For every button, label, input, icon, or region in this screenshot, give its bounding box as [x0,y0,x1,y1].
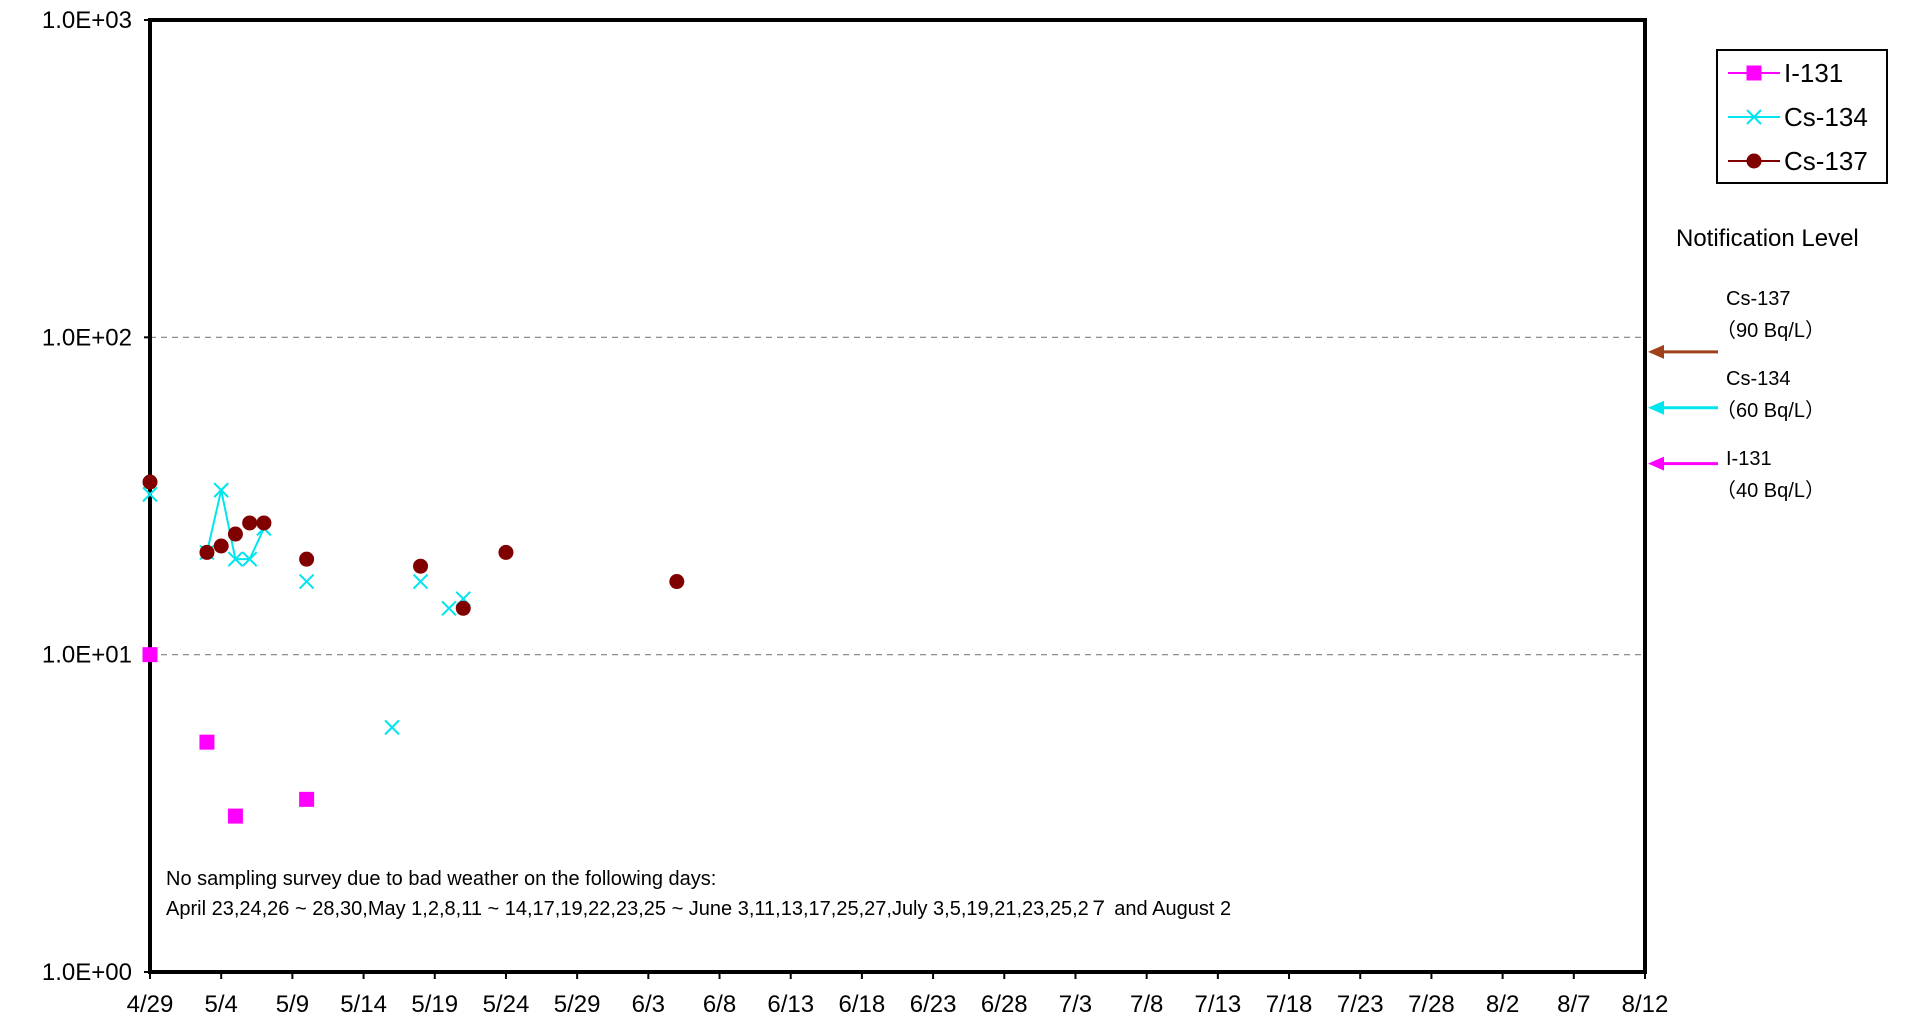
notification-arrowhead [1648,400,1664,415]
data-point-i-131 [227,808,243,824]
notification-value: （90 Bq/L） [1716,319,1825,342]
y-tick-label: 1.0E+00 [42,959,132,986]
series-cs-137 [142,474,685,616]
series-layer [142,474,685,824]
data-point-cs-134 [384,719,400,736]
data-point-cs-137 [227,526,243,542]
x-tick-label: 7/28 [1408,991,1455,1018]
legend-label-cs-134: Cs-134 [1784,102,1868,132]
x-tick-label: 5/4 [205,991,238,1018]
data-point-cs-137 [498,544,514,560]
notification-name: Cs-137 [1726,288,1790,310]
data-point-cs-134 [441,600,457,617]
notification-value: （60 Bq/L） [1716,399,1825,422]
x-tick-label: 6/13 [767,991,814,1018]
notification-name: I-131 [1726,448,1772,470]
notification-level-cs-134: Cs-134 （60 Bq/L） [1648,368,1825,422]
x-tick-label: 6/8 [703,991,736,1018]
note-line-1: No sampling survey due to bad weather on… [166,868,716,890]
x-tick-label: 7/23 [1337,991,1384,1018]
legend-marker-cs-134 [1746,109,1762,125]
notification-level-cs-137: Cs-137 （90 Bq/L） [1648,288,1825,359]
y-tick-label: 1.0E+01 [42,642,132,669]
notification-level-i-131: I-131 （40 Bq/L） [1648,448,1825,502]
data-point-cs-137 [669,574,685,590]
data-point-cs-134 [142,486,158,503]
legend-item-cs-137: Cs-137 [1728,146,1868,176]
data-point-cs-134 [298,573,315,590]
x-tick-label: 6/18 [839,991,886,1018]
data-point-cs-134 [412,573,429,590]
legend-label-i-131: I-131 [1784,58,1843,88]
x-tick-label: 7/8 [1130,991,1163,1018]
data-point-cs-137 [242,515,258,531]
gridlines [150,336,1645,656]
data-point-cs-137 [199,544,215,560]
data-point-cs-137 [256,515,272,531]
x-tick-label: 6/23 [910,991,957,1018]
legend-marker-cs-137 [1746,153,1762,169]
x-axis-ticks: 4/29 5/4 5/9 5/14 5/19 5/24 5/29 6/3 6/8 6/13 6/18… [127,972,1669,1018]
x-tick-label: 5/9 [276,991,309,1018]
data-point-cs-137 [213,538,229,554]
legend-item-i-131: I-131 [1728,58,1843,88]
y-tick-label: 1.0E+03 [42,7,132,34]
data-point-cs-134 [213,482,229,498]
data-point-cs-137 [455,600,471,616]
plot-area-frame [148,18,1647,974]
data-point-cs-134 [241,551,258,567]
data-point-cs-137 [142,474,158,490]
x-tick-label: 6/28 [981,991,1028,1018]
series-cs-134 [142,482,471,736]
y-axis-ticks: 1.0E+00 1.0E+01 1.0E+02 1.0E+03 [42,7,150,986]
notification-name: Cs-134 [1726,368,1790,390]
data-point-cs-134 [227,551,244,567]
data-point-i-131 [142,647,158,663]
legend: I-131 Cs-134 Cs-137 [1716,49,1888,184]
y-tick-label: 1.0E+02 [42,324,132,351]
x-tick-label: 5/24 [483,991,530,1018]
data-point-i-131 [199,734,215,750]
x-tick-label: 8/2 [1486,991,1519,1018]
legend-item-cs-134: Cs-134 [1728,102,1868,132]
series-i-131 [142,647,315,824]
x-tick-label: 8/12 [1622,991,1669,1018]
x-tick-label: 5/29 [554,991,601,1018]
x-tick-label: 7/13 [1194,991,1241,1018]
x-tick-label: 7/3 [1059,991,1092,1018]
x-tick-label: 7/18 [1266,991,1313,1018]
legend-label-cs-137: Cs-137 [1784,146,1868,176]
x-tick-label: 5/14 [340,991,387,1018]
notification-arrowhead [1648,344,1664,359]
x-tick-label: 8/7 [1557,991,1590,1018]
notification-title: Notification Level [1676,225,1859,252]
note-line-2: April 23,24,26 ~ 28,30,May 1,2,8,11 ~ 14… [166,898,1231,920]
notification-arrowhead [1648,456,1664,471]
x-tick-label: 6/3 [632,991,665,1018]
notification-levels: Notification Level Cs-137 （90 Bq/L） Cs-134… [1648,225,1859,502]
x-tick-label: 4/29 [127,991,174,1018]
notification-value: （40 Bq/L） [1716,479,1825,502]
data-point-cs-137 [413,558,429,574]
sampling-note: No sampling survey due to bad weather on… [166,868,1231,920]
data-point-cs-137 [299,551,315,567]
x-tick-label: 5/19 [411,991,458,1018]
legend-marker-i-131 [1746,65,1762,81]
data-point-i-131 [299,791,315,807]
